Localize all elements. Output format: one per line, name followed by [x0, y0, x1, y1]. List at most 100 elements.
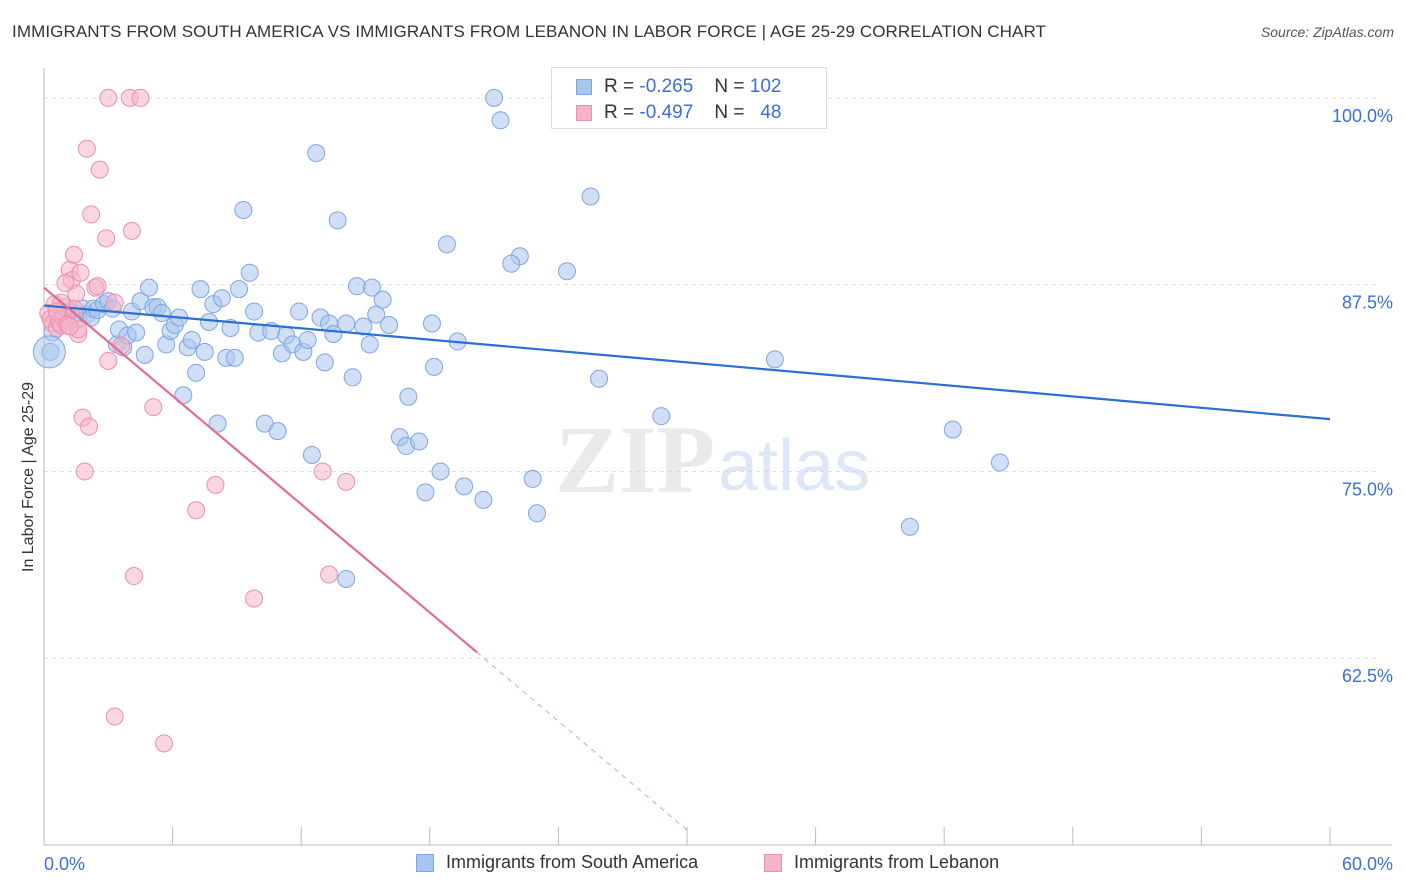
south-america-point	[990, 453, 1009, 472]
south-america-point	[527, 504, 546, 523]
legend-label: Immigrants from South America	[446, 852, 699, 872]
lebanon-point	[187, 501, 206, 520]
lebanon-point	[56, 274, 75, 293]
lebanon-point	[105, 293, 124, 312]
south-america-point	[298, 330, 317, 349]
lebanon-point	[82, 205, 101, 224]
south-america-point	[337, 314, 356, 333]
lebanon-point	[88, 277, 107, 296]
legend-swatch-pink	[764, 853, 782, 872]
legend-item-south-america[interactable]: Immigrants from South America	[416, 852, 698, 873]
lebanon-point	[122, 221, 141, 240]
south-america-point	[212, 289, 231, 308]
south-america-point	[307, 144, 326, 163]
south-america-point	[290, 302, 309, 321]
south-america-point	[191, 280, 210, 299]
south-america-point	[135, 345, 154, 364]
south-america-point	[337, 570, 356, 589]
n-label: N =	[714, 76, 745, 97]
source-label: Source: ZipAtlas.com	[1260, 24, 1394, 40]
south-america-point	[437, 235, 456, 254]
legend-swatch-blue	[576, 79, 592, 95]
n-value: 102	[749, 76, 782, 97]
x-tick-label: 60.0%	[1342, 854, 1393, 874]
south-america-point	[187, 363, 206, 382]
south-america-point	[422, 314, 441, 333]
y-tick-label: 87.5%	[1342, 293, 1393, 313]
lebanon-trend-line	[43, 286, 478, 654]
south-america-point	[485, 88, 504, 107]
series-legend: Immigrants from South America Immigrants…	[0, 852, 1406, 878]
south-america-point	[491, 111, 510, 130]
lebanon-trend-line-extension	[476, 651, 688, 831]
y-tick-label: 62.5%	[1342, 666, 1393, 686]
chart-title: IMMIGRANTS FROM SOUTH AMERICA VS IMMIGRA…	[12, 22, 1047, 41]
south-america-point	[140, 278, 159, 297]
south-america-point	[590, 369, 609, 388]
r-value: -0.265	[639, 76, 694, 97]
south-america-point	[455, 477, 474, 496]
r-label: R =	[604, 76, 635, 97]
lebanon-point	[320, 565, 339, 584]
south-america-point	[425, 357, 444, 376]
south-america-point	[182, 330, 201, 349]
correlation-legend: R = -0.265 N = 102 R = -0.497 N = 48	[551, 67, 827, 129]
lebanon-point	[80, 417, 99, 436]
south-america-point	[240, 263, 259, 282]
lebanon-point	[97, 229, 116, 248]
south-america-point	[943, 420, 962, 439]
lebanon-point	[155, 734, 174, 753]
south-america-point	[343, 368, 362, 387]
y-axis-label: In Labor Force | Age 25-29	[20, 381, 37, 572]
south-america-point	[523, 469, 542, 488]
south-america-point	[221, 318, 240, 337]
south-america-point	[367, 305, 386, 324]
south-america-point	[328, 211, 347, 230]
watermark-atlas: atlas	[718, 426, 870, 506]
legend-label: Immigrants from Lebanon	[794, 852, 1000, 872]
south-america-point	[581, 187, 600, 206]
south-america-point	[431, 462, 450, 481]
south-america-point	[245, 302, 264, 321]
lebanon-point	[125, 567, 144, 586]
watermark-zip: ZIP	[555, 406, 715, 513]
south-america-point	[225, 348, 244, 367]
south-america-point	[268, 422, 287, 441]
south-america-point	[208, 414, 227, 433]
south-america-point	[373, 290, 392, 309]
south-america-trend-line	[43, 304, 1331, 421]
south-america-point	[302, 446, 321, 465]
south-america-point	[900, 517, 919, 536]
lebanon-point	[245, 589, 264, 608]
lebanon-point	[99, 88, 118, 107]
lebanon-point	[77, 139, 96, 158]
south-america-point	[152, 304, 171, 323]
lebanon-point	[65, 245, 84, 264]
south-america-point	[127, 323, 146, 342]
south-america-point-large	[32, 335, 66, 369]
south-america-point	[347, 277, 366, 296]
legend-row-south-america: R = -0.265 N = 102	[576, 75, 781, 99]
y-tick-label: 100.0%	[1332, 106, 1393, 126]
x-tick-label: 0.0%	[44, 854, 85, 874]
lebanon-point	[337, 472, 356, 491]
south-america-point	[557, 262, 576, 281]
legend-item-lebanon[interactable]: Immigrants from Lebanon	[764, 852, 999, 873]
south-america-point	[354, 317, 373, 336]
lebanon-point	[71, 263, 90, 282]
south-america-point	[765, 350, 784, 369]
south-america-point	[230, 280, 249, 299]
lebanon-point	[313, 462, 332, 481]
r-value: -0.497	[639, 102, 694, 123]
n-label: N =	[714, 102, 745, 123]
south-america-point	[234, 200, 253, 219]
south-america-point	[416, 483, 435, 502]
south-america-point	[399, 387, 418, 406]
south-america-point	[195, 342, 214, 361]
lebanon-point	[90, 160, 109, 179]
south-america-point	[362, 278, 381, 297]
y-tick-label: 75.0%	[1342, 479, 1393, 499]
legend-swatch-pink	[576, 105, 592, 121]
lebanon-point	[60, 317, 79, 336]
